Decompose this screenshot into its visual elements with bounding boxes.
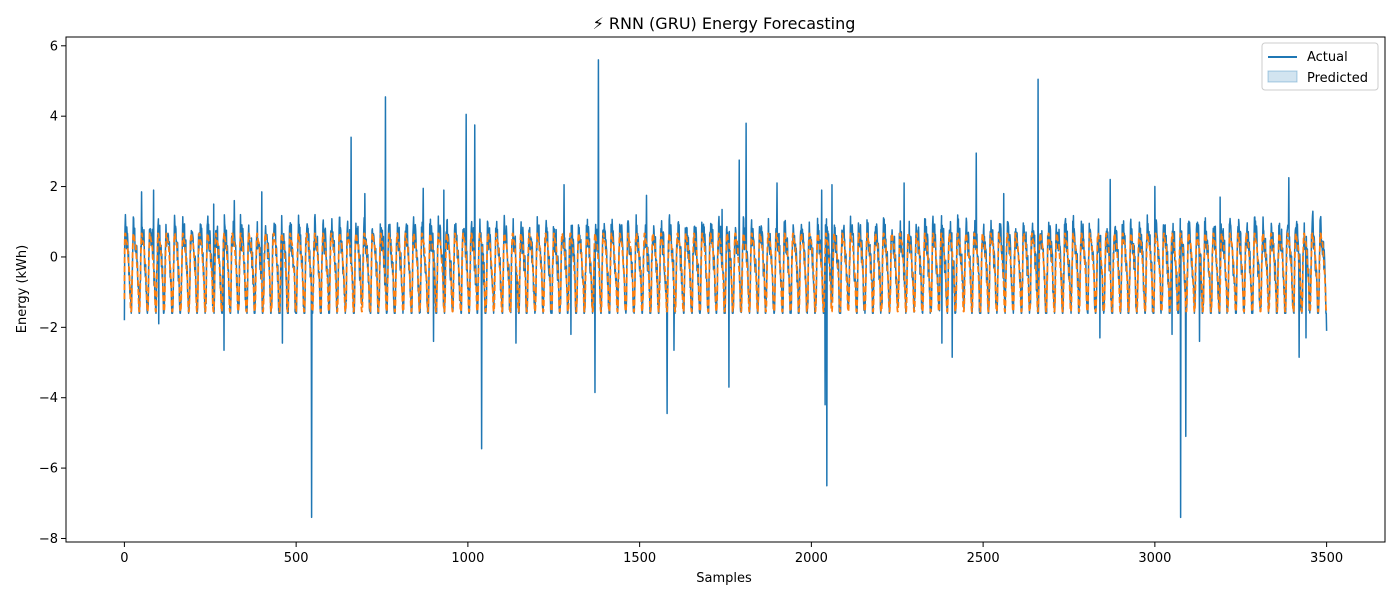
- legend-predicted-label: Predicted: [1307, 71, 1368, 86]
- y-tick-label: −8: [39, 532, 58, 547]
- y-axis: 6 4 2 0 −2 −4 −6 −8: [39, 39, 66, 547]
- y-axis-label: Energy (kWh): [15, 245, 30, 333]
- x-tick-label: 1000: [451, 551, 484, 566]
- y-tick-label: 6: [50, 39, 58, 54]
- legend-actual-label: Actual: [1307, 50, 1348, 65]
- y-tick-label: 2: [50, 180, 58, 195]
- x-tick-label: 0: [120, 551, 128, 566]
- x-axis-label: Samples: [696, 571, 752, 586]
- plot-frame: [65, 36, 1386, 543]
- x-tick-label: 500: [284, 551, 309, 566]
- plot-area: [65, 36, 1386, 543]
- chart-title: ⚡ RNN (GRU) Energy Forecasting: [593, 14, 856, 33]
- x-tick-label: 2500: [967, 551, 1000, 566]
- x-axis: 0 500 1000 1500 2000 2500 3000 3500: [120, 542, 1343, 566]
- x-tick-label: 3500: [1310, 551, 1343, 566]
- legend: Actual Predicted: [1261, 42, 1379, 91]
- y-tick-label: −6: [39, 462, 58, 477]
- x-tick-label: 3000: [1138, 551, 1171, 566]
- series-predicted-line: [123, 232, 1328, 313]
- y-tick-label: −4: [39, 391, 58, 406]
- y-tick-label: −2: [39, 321, 58, 336]
- y-tick-label: 0: [50, 250, 58, 265]
- y-tick-label: 4: [50, 110, 58, 125]
- legend-box: [1261, 42, 1379, 91]
- legend-predicted-swatch: [1267, 70, 1298, 83]
- x-tick-label: 1500: [623, 551, 656, 566]
- x-tick-label: 2000: [795, 551, 828, 566]
